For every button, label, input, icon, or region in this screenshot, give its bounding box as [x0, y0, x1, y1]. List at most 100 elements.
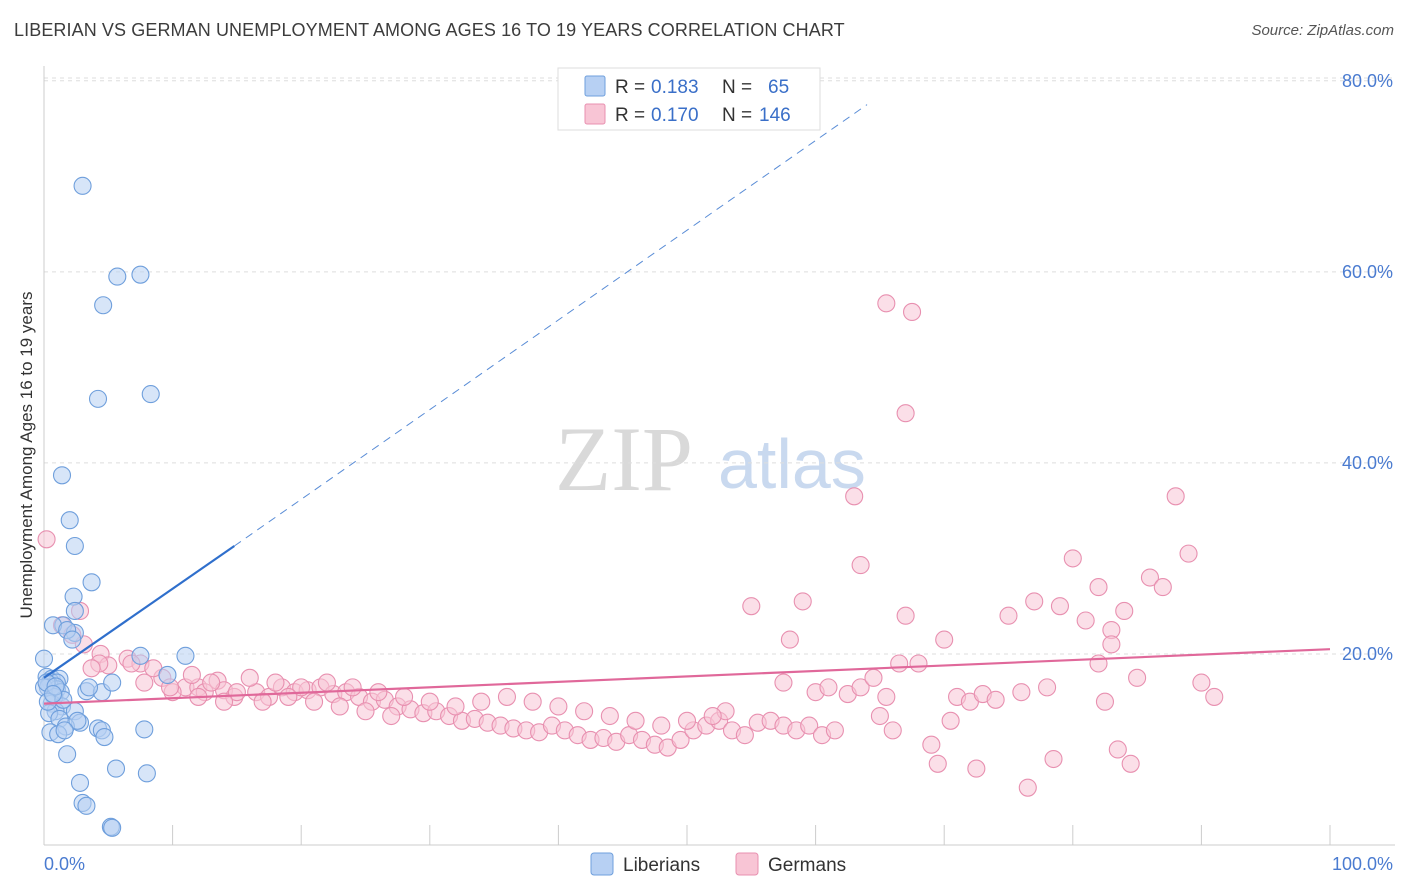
watermark-zip: ZIP — [555, 408, 693, 510]
german-point — [986, 690, 1005, 709]
legend-r-label-liberians: R = — [615, 77, 645, 98]
german-point — [1179, 544, 1198, 563]
german-point — [497, 687, 517, 706]
x-tick-labels: 0.0% 100.0% — [44, 854, 1393, 874]
liberian-point — [52, 466, 72, 485]
german-point — [1025, 592, 1044, 611]
german-point — [279, 687, 298, 706]
x-tick-label-min: 0.0% — [44, 854, 85, 874]
german-point — [472, 692, 491, 711]
liberian-point — [108, 267, 127, 286]
german-point — [1089, 578, 1108, 597]
german-point — [774, 673, 793, 692]
liberian-point — [103, 673, 122, 692]
german-point — [890, 654, 909, 673]
german-point — [1115, 601, 1134, 621]
german-point — [1050, 597, 1069, 616]
german-point — [1192, 673, 1211, 692]
german-point — [266, 673, 285, 692]
legend-n-value-germans: 146 — [759, 105, 791, 126]
watermark: ZIP atlas — [555, 408, 866, 510]
liberian-point — [77, 796, 96, 815]
bottom-legend-swatch-liberians — [590, 852, 614, 876]
liberian-point — [135, 720, 154, 739]
liberian-point — [82, 573, 101, 592]
german-point — [800, 716, 819, 735]
liberian-point — [63, 630, 82, 649]
german-point — [1166, 487, 1185, 506]
german-point — [1108, 740, 1127, 759]
german-point — [703, 706, 722, 726]
german-point — [82, 659, 101, 678]
german-point — [240, 668, 259, 687]
german-point — [523, 692, 542, 711]
german-points — [37, 294, 1224, 797]
german-point — [1140, 568, 1160, 587]
y-tick-label: 40.0% — [1342, 453, 1393, 473]
german-point — [851, 556, 870, 575]
liberian-point — [137, 764, 156, 783]
german-point — [317, 673, 336, 692]
liberian-point — [106, 759, 126, 778]
liberian-point — [73, 176, 92, 195]
legend-r-value-liberians: 0.183 — [651, 77, 699, 98]
legend-swatch-germans — [584, 103, 606, 125]
liberian-points — [34, 176, 195, 837]
german-point — [1063, 549, 1082, 568]
german-point — [343, 678, 362, 697]
liberian-point — [68, 711, 87, 730]
german-point — [851, 678, 870, 697]
german-point — [395, 687, 414, 706]
watermark-atlas: atlas — [718, 425, 866, 503]
german-point — [877, 687, 896, 706]
german-point — [896, 606, 915, 625]
legend-n-label-germans: N = — [722, 105, 752, 126]
bottom-legend-label-liberians: Liberians — [623, 855, 700, 876]
y-tick-labels: 20.0% 40.0% 60.0% 80.0% — [1342, 71, 1393, 664]
german-point — [935, 630, 954, 649]
german-point — [922, 735, 941, 754]
legend-swatch-liberians — [584, 75, 606, 97]
chart-title: LIBERIAN VS GERMAN UNEMPLOYMENT AMONG AG… — [14, 20, 845, 40]
y-axis-title: Unemployment Among Ages 16 to 19 years — [17, 292, 36, 619]
german-point — [652, 716, 671, 735]
liberian-point — [34, 649, 54, 668]
legend-n-label-liberians: N = — [722, 77, 752, 98]
german-point — [369, 683, 388, 702]
german-point — [677, 711, 697, 730]
liberian-point — [141, 385, 160, 404]
liberian-point — [103, 818, 122, 837]
german-point — [330, 697, 349, 716]
liberian-point — [58, 745, 77, 764]
liberian-point — [131, 646, 150, 665]
german-point — [214, 692, 234, 711]
liberian-point — [94, 296, 113, 315]
german-point — [1095, 692, 1114, 711]
y-tick-label: 60.0% — [1342, 262, 1393, 282]
german-point — [671, 730, 690, 749]
german-point — [575, 702, 594, 721]
legend: R = 0.183 N = 65 R = 0.170 N = 146 — [557, 67, 821, 131]
german-point — [1121, 754, 1140, 773]
legend-n-value-liberians: 65 — [768, 77, 789, 98]
german-point — [877, 294, 896, 313]
german-point — [253, 692, 272, 711]
german-point — [1128, 668, 1147, 687]
liberian-trend-line — [43, 545, 235, 679]
liberian-point — [158, 665, 177, 685]
liberian-trend-extension — [234, 104, 868, 547]
axes — [43, 66, 1395, 846]
german-point — [1205, 687, 1224, 706]
german-point — [864, 668, 883, 687]
german-point — [819, 678, 838, 697]
trend-lines — [43, 104, 1331, 705]
liberian-point — [60, 511, 79, 530]
y-tick-label: 80.0% — [1342, 71, 1393, 91]
x-tick-label-max: 100.0% — [1332, 854, 1393, 874]
source-label: Source: ZipAtlas.com — [1251, 22, 1394, 39]
german-point — [928, 754, 947, 773]
german-point — [909, 654, 928, 673]
german-trend-line — [43, 648, 1331, 705]
liberian-point — [79, 678, 99, 697]
